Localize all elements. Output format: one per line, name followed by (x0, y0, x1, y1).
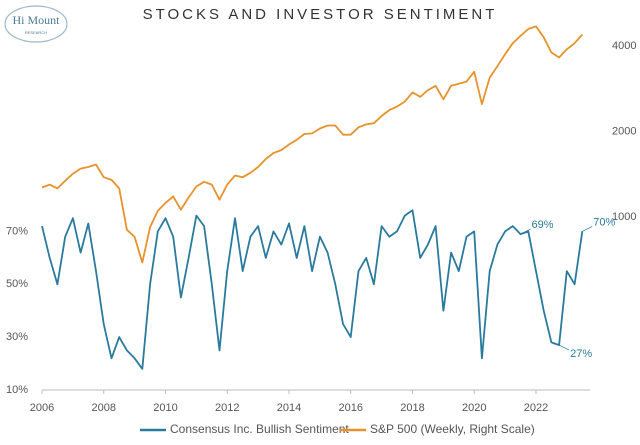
y2-tick-label: 1000 (612, 211, 636, 223)
x-tick-label: 2022 (524, 402, 548, 414)
y2-tick-label: 4000 (612, 40, 636, 52)
annotation: 70% (593, 216, 615, 228)
chart-title: STOCKS AND INVESTOR SENTIMENT (143, 6, 498, 23)
x-tick-label: 2016 (338, 402, 362, 414)
x-tick-label: 2006 (30, 402, 54, 414)
logo-sub: RESEARCH (25, 30, 47, 35)
x-tick-label: 2008 (92, 402, 116, 414)
logo-name: Hi Mount (12, 13, 60, 27)
x-tick-label: 2018 (400, 402, 424, 414)
series-line (41, 209, 584, 370)
logo-oval (4, 5, 68, 43)
x-tick-label: 2014 (277, 402, 301, 414)
series-line (41, 25, 583, 264)
y-tick-label: 70% (6, 225, 28, 237)
annotation-leader (582, 226, 593, 232)
annotation: 27% (570, 348, 592, 360)
legend-label: S&P 500 (Weekly, Right Scale) (370, 422, 535, 436)
y2-tick-label: 2000 (612, 125, 636, 137)
x-tick-label: 2010 (153, 402, 177, 414)
annotation-leader (520, 228, 531, 235)
y-tick-label: 30% (6, 331, 28, 343)
x-tick-label: 2020 (462, 402, 486, 414)
y-tick-label: 10% (6, 384, 28, 396)
annotation: 69% (532, 219, 554, 231)
y-tick-label: 50% (6, 278, 28, 290)
annotation-leader (558, 344, 570, 351)
x-tick-label: 2012 (215, 402, 239, 414)
legend-label: Consensus Inc. Bullish Sentiment (170, 422, 349, 436)
